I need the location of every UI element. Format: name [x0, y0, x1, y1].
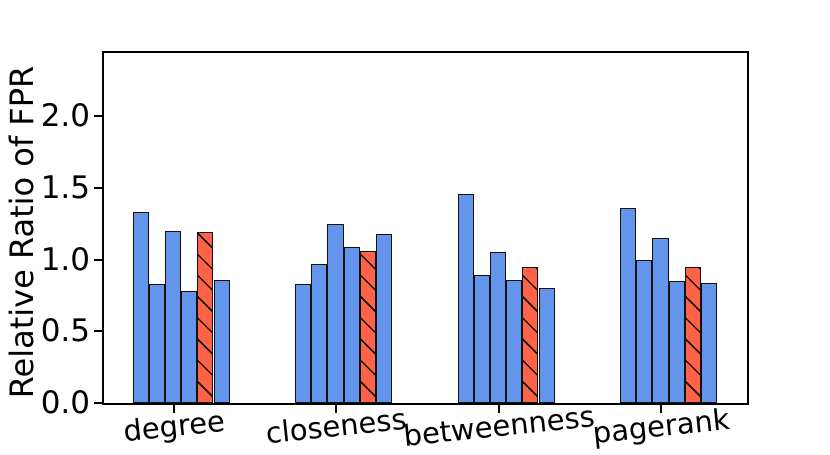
y-tick-label: 0.5 [40, 313, 90, 350]
bar [538, 288, 555, 403]
bar [164, 230, 182, 403]
bar [148, 283, 165, 403]
y-tick-mark [94, 330, 102, 333]
bar [213, 279, 230, 403]
bar [457, 193, 474, 403]
y-tick-label: 1.0 [40, 241, 90, 278]
bar [489, 252, 507, 403]
bar [620, 207, 637, 403]
bar [473, 275, 490, 403]
y-tick-label: 1.5 [40, 169, 90, 206]
y-tick-mark [94, 258, 102, 261]
bar-highlight-hatched [522, 266, 539, 403]
x-tick-mark [335, 405, 337, 413]
bar-highlight-hatched [684, 266, 701, 403]
x-tick-mark [172, 405, 175, 413]
bar [668, 281, 685, 403]
y-tick-label: 2.0 [40, 98, 90, 135]
bar [701, 282, 718, 403]
bar [343, 246, 360, 403]
bar [132, 212, 149, 403]
y-tick-mark [94, 115, 102, 118]
bar [506, 279, 523, 403]
x-tick-mark [497, 405, 500, 413]
bar [636, 259, 653, 403]
bar [295, 283, 312, 403]
bar-highlight-hatched [197, 232, 214, 403]
bar [311, 263, 328, 403]
bar [327, 223, 344, 403]
bar [652, 238, 669, 403]
y-tick-mark [94, 402, 102, 404]
x-tick-mark [660, 405, 662, 413]
bar [376, 233, 393, 403]
bar-highlight-hatched [359, 250, 376, 403]
y-tick-mark [94, 186, 102, 189]
bar [181, 291, 198, 403]
y-tick-label: 0.0 [40, 385, 90, 421]
